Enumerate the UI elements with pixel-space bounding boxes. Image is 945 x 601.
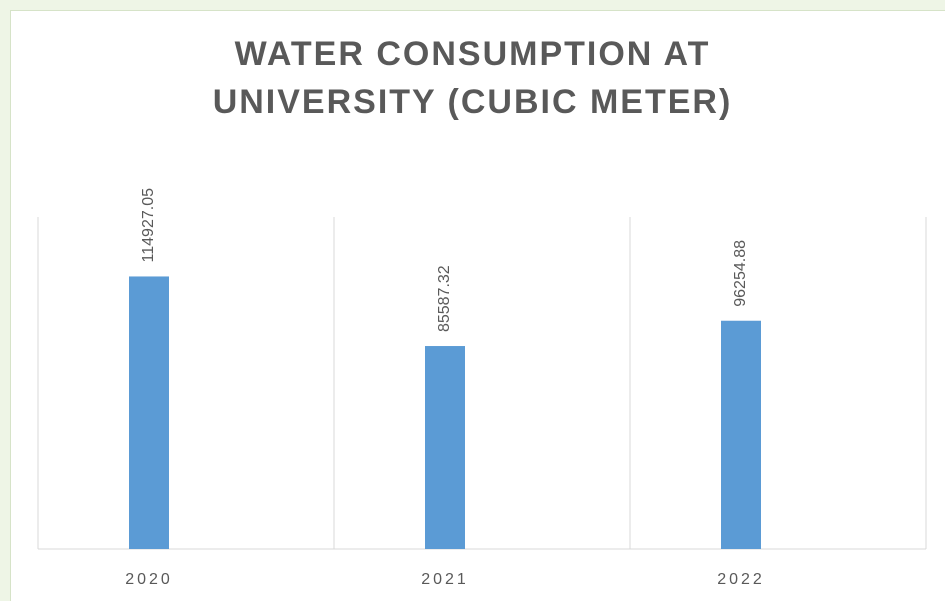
x-tick-label: 2021 — [421, 571, 469, 588]
chart-title: WATER CONSUMPTION AT UNIVERSITY (CUBIC M… — [212, 35, 733, 121]
data-label: 96254.88 — [732, 240, 749, 307]
bar — [129, 276, 169, 549]
x-tick-label: 2022 — [717, 571, 765, 588]
x-tick-label: 2020 — [125, 571, 173, 588]
bar — [721, 320, 761, 549]
data-label: 85587.32 — [436, 265, 453, 332]
data-label: 114927.05 — [140, 188, 157, 263]
bar — [425, 346, 465, 549]
